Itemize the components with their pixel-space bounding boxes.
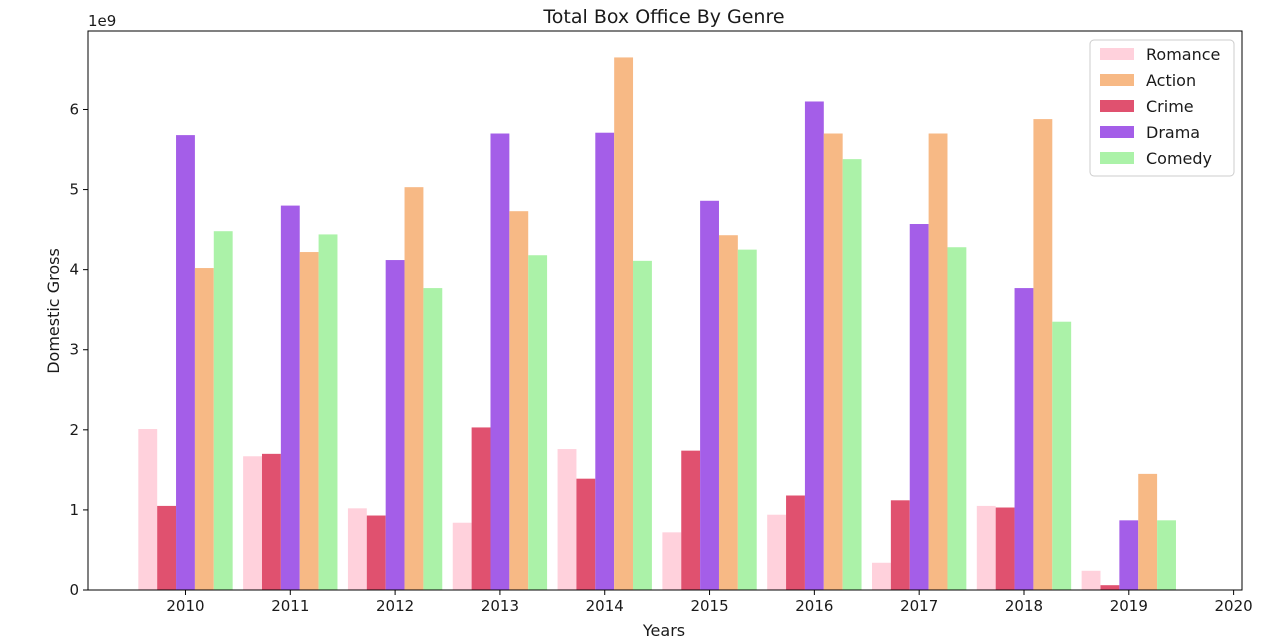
- bar-drama-2013: [490, 133, 510, 590]
- x-tick-label-2012: 2012: [376, 597, 414, 615]
- x-axis-label: Years: [642, 621, 685, 640]
- legend-label-romance: Romance: [1146, 45, 1220, 64]
- x-tick-label-2011: 2011: [271, 597, 309, 615]
- legend-label-comedy: Comedy: [1146, 149, 1212, 168]
- bar-romance-2019: [1081, 570, 1101, 590]
- bar-drama-2010: [176, 135, 195, 591]
- bar-crime-2015: [681, 450, 701, 590]
- bar-comedy-2017: [947, 247, 967, 591]
- legend: Romance Action Crime Drama Comedy: [1089, 39, 1235, 177]
- bar-action-2018: [1033, 119, 1053, 590]
- bar-comedy-2012: [423, 288, 443, 590]
- y-tick-label-2: 2: [69, 421, 79, 439]
- x-tick-label-2013: 2013: [481, 597, 519, 615]
- bar-comedy-2010: [213, 231, 233, 590]
- bar-drama-2014: [595, 132, 615, 590]
- legend-swatch-romance: [1100, 48, 1134, 60]
- legend-label-action: Action: [1146, 71, 1196, 90]
- bar-romance-2014: [557, 449, 577, 590]
- bar-action-2011: [299, 252, 319, 591]
- bar-drama-2016: [804, 101, 824, 590]
- axes-layer: 2010 2011 2012 2013 2014 2015 2016 2017 2018 2019…: [69, 30, 1253, 615]
- legend-swatch-action: [1100, 74, 1134, 86]
- bar-crime-2011: [261, 453, 281, 590]
- bar-drama-2018: [1014, 288, 1034, 590]
- legend-swatch-drama: [1100, 126, 1134, 138]
- bar-drama-2017: [909, 224, 929, 590]
- bar-comedy-2013: [528, 255, 548, 591]
- bar-crime-2017: [890, 500, 910, 590]
- bar-romance-2013: [452, 522, 472, 590]
- bar-drama-2015: [700, 200, 719, 590]
- bar-action-2015: [718, 235, 738, 590]
- bar-crime-2019: [1100, 585, 1120, 590]
- bar-comedy-2016: [842, 159, 862, 590]
- y-tick-label-3: 3: [69, 341, 79, 359]
- bars-layer: [138, 57, 1176, 591]
- x-tick-label-2019: 2019: [1110, 597, 1148, 615]
- bar-comedy-2018: [1052, 321, 1072, 590]
- bar-romance-2010: [138, 429, 158, 590]
- bar-action-2016: [823, 133, 843, 590]
- bar-romance-2011: [243, 456, 262, 590]
- bar-action-2017: [928, 133, 948, 590]
- bar-drama-2011: [280, 205, 300, 590]
- bar-comedy-2011: [318, 234, 338, 591]
- bar-romance-2018: [976, 505, 996, 590]
- plot-frame: [87, 30, 1243, 591]
- y-tick-label-0: 0: [69, 581, 79, 599]
- y-axis-offset-label: 1e9: [88, 12, 116, 30]
- bar-comedy-2019: [1157, 520, 1176, 590]
- x-tick-label-2010: 2010: [166, 597, 204, 615]
- bar-action-2013: [509, 211, 529, 590]
- bar-drama-2012: [385, 260, 405, 590]
- bar-crime-2012: [366, 515, 386, 590]
- bar-action-2019: [1138, 473, 1158, 590]
- bar-crime-2018: [995, 507, 1015, 590]
- bar-romance-2015: [662, 532, 682, 590]
- y-axis-label: Domestic Gross: [44, 248, 63, 374]
- bar-crime-2010: [157, 505, 177, 590]
- x-tick-label-2015: 2015: [690, 597, 728, 615]
- chart-title: Total Box Office By Genre: [542, 6, 784, 28]
- bar-comedy-2015: [737, 249, 757, 590]
- bar-romance-2016: [767, 514, 787, 590]
- bar-action-2010: [194, 268, 214, 590]
- y-tick-label-4: 4: [69, 261, 79, 279]
- bar-comedy-2014: [633, 260, 652, 590]
- bar-romance-2017: [872, 562, 891, 590]
- bar-romance-2012: [347, 508, 367, 590]
- bar-action-2014: [614, 57, 634, 591]
- bar-drama-2019: [1119, 520, 1139, 590]
- legend-label-drama: Drama: [1146, 123, 1200, 142]
- y-tick-label-1: 1: [69, 501, 79, 519]
- bar-action-2012: [404, 187, 424, 591]
- legend-swatch-crime: [1100, 100, 1134, 112]
- x-tick-label-2017: 2017: [900, 597, 938, 615]
- bar-crime-2014: [576, 478, 596, 590]
- x-tick-label-2014: 2014: [586, 597, 624, 615]
- legend-label-crime: Crime: [1146, 97, 1194, 116]
- y-tick-label-5: 5: [69, 181, 79, 199]
- legend-swatch-comedy: [1100, 152, 1134, 164]
- bar-crime-2016: [786, 495, 805, 590]
- x-tick-label-2020: 2020: [1215, 597, 1253, 615]
- x-tick-label-2018: 2018: [1005, 597, 1043, 615]
- y-tick-label-6: 6: [69, 100, 79, 118]
- bar-crime-2013: [471, 427, 491, 590]
- x-tick-label-2016: 2016: [795, 597, 833, 615]
